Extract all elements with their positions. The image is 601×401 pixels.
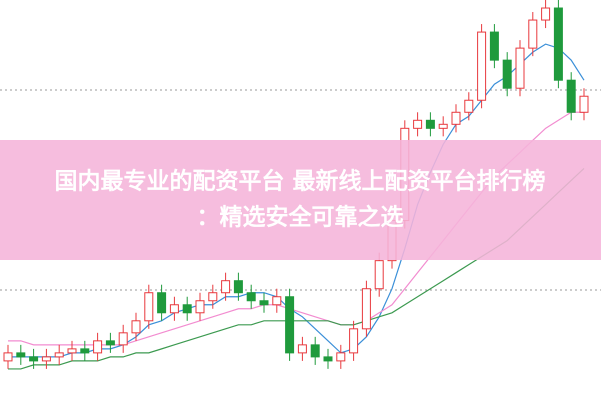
candle-body [336,352,346,362]
candle-body [579,95,589,113]
candle-body [29,356,39,362]
banner-title: 国内最专业的配资平台 最新线上配资平台排行榜 [54,168,545,195]
candle-body [541,7,551,21]
candle-body [425,119,435,129]
candle-body [477,31,487,101]
candle-body [54,352,64,358]
candle-body [221,280,231,294]
candle-body [566,79,576,113]
candle-body [374,260,384,290]
candle-body [246,292,256,302]
candle-body [131,320,141,334]
candle-body [41,356,51,362]
candle-body [502,59,512,89]
candle-body [489,31,499,61]
candle-body [208,292,218,302]
banner [0,140,601,260]
moving-average-line [8,43,585,358]
candle-body [297,344,307,354]
candle-body [451,111,461,125]
candle-body [272,296,282,306]
candle-body [105,340,115,346]
candle-body [118,332,128,346]
candle-body [195,300,205,314]
candle-body [157,292,167,314]
candle-body [144,292,154,322]
candle-body [16,352,26,358]
candle-body [323,356,333,362]
candle-body [93,340,103,354]
candle-body [80,348,90,354]
candle-body [3,352,13,362]
candle-body [413,119,423,129]
candle-body [438,123,448,129]
candle-body [361,288,371,330]
candle-body [349,328,359,354]
banner-title: ：精选安全可靠之选 [197,204,404,231]
candle-body [233,280,243,294]
candle-body [515,47,525,89]
candle-body [464,99,474,113]
candle-body [310,344,320,358]
candle-body [169,304,179,314]
candle-body [182,304,192,314]
candle-body [285,296,295,354]
candle-body [553,7,563,81]
candle-body [528,19,538,49]
candle-body [67,348,77,354]
candle-body [259,300,269,306]
